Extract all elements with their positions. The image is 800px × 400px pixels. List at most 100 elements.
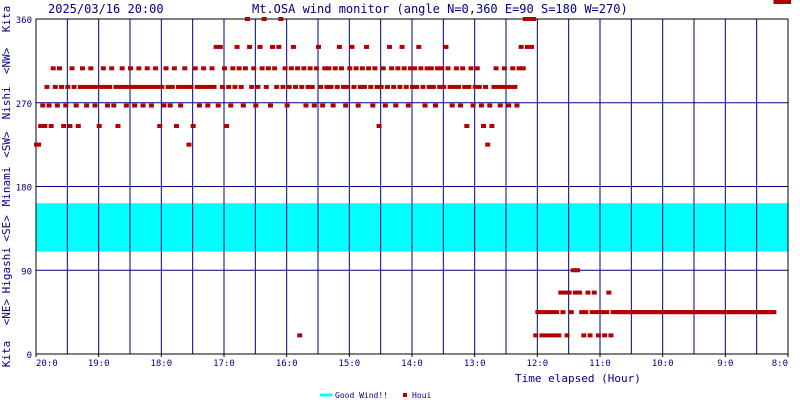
data-point — [79, 66, 85, 71]
data-point — [447, 84, 453, 89]
data-point — [526, 17, 532, 21]
data-point — [493, 66, 499, 71]
data-point — [144, 66, 150, 71]
data-point — [516, 66, 522, 71]
data-point — [240, 103, 246, 108]
data-point — [192, 66, 198, 71]
x-tick-label: 12:0 — [526, 359, 548, 369]
data-point — [391, 84, 397, 89]
x-tick-label: 13:0 — [464, 359, 486, 369]
data-point — [84, 103, 90, 108]
data-point — [128, 66, 133, 71]
data-point — [428, 66, 434, 71]
data-point — [203, 84, 209, 89]
data-point — [514, 103, 520, 108]
data-point — [38, 124, 44, 129]
data-point — [583, 310, 589, 315]
data-point — [533, 333, 539, 338]
x-tick-label: 11:0 — [589, 359, 611, 369]
data-point — [121, 84, 127, 89]
data-point — [487, 103, 493, 108]
data-point — [65, 84, 71, 89]
data-point — [213, 44, 219, 49]
x-tick-label: 17:0 — [213, 359, 235, 369]
data-point — [301, 66, 307, 71]
data-point — [201, 66, 207, 71]
data-point — [345, 84, 351, 89]
data-point — [483, 84, 489, 89]
data-point — [90, 84, 96, 89]
data-point — [351, 84, 357, 89]
data-point — [75, 124, 81, 129]
data-point — [449, 103, 455, 108]
legend-swatch-houi — [403, 393, 407, 397]
data-point — [161, 103, 167, 108]
data-point — [439, 66, 445, 71]
data-point — [113, 84, 119, 89]
data-point — [67, 124, 73, 129]
data-point — [424, 66, 430, 71]
data-point — [303, 103, 309, 108]
data-point — [499, 84, 505, 89]
data-point — [242, 66, 248, 71]
data-point — [190, 124, 196, 129]
data-point — [52, 84, 58, 89]
data-point — [276, 44, 282, 49]
data-point — [86, 84, 92, 89]
data-point — [219, 84, 225, 89]
data-point — [163, 66, 169, 71]
data-point — [506, 103, 512, 108]
data-point — [100, 66, 106, 71]
data-point — [455, 84, 461, 89]
data-point — [407, 66, 413, 71]
data-point — [589, 310, 595, 315]
data-point — [96, 124, 102, 129]
data-point — [537, 310, 543, 315]
data-point — [364, 44, 370, 49]
data-point — [485, 142, 491, 147]
data-point — [338, 66, 344, 71]
data-point — [380, 66, 386, 71]
data-point — [374, 84, 380, 89]
data-point — [318, 84, 324, 89]
data-point — [105, 103, 111, 108]
y-side-label: Higashi — [0, 247, 13, 293]
y-tick-label: 180 — [16, 184, 32, 194]
data-point — [414, 84, 420, 89]
data-point — [293, 84, 299, 89]
legend-label-good-wind: Good Wind!! — [335, 391, 388, 400]
data-point — [176, 84, 182, 89]
data-point — [297, 333, 303, 338]
data-point — [249, 84, 255, 89]
data-point — [453, 66, 459, 71]
data-point — [150, 84, 156, 89]
data-point — [510, 66, 516, 71]
data-point — [430, 84, 436, 89]
data-point — [556, 333, 562, 338]
data-point — [180, 84, 186, 89]
data-point — [330, 103, 336, 108]
data-point — [543, 333, 549, 338]
data-point — [600, 310, 606, 315]
data-point — [412, 66, 418, 71]
data-point — [125, 84, 131, 89]
data-point — [332, 66, 338, 71]
data-point — [541, 310, 547, 315]
data-point — [251, 66, 257, 71]
data-point — [366, 66, 372, 71]
data-point — [295, 66, 301, 71]
data-point — [196, 103, 202, 108]
data-point — [36, 142, 42, 147]
x-tick-label: 10:0 — [652, 359, 674, 369]
data-point — [59, 84, 65, 89]
data-point — [376, 124, 382, 129]
data-point — [786, 0, 791, 4]
data-point — [435, 66, 441, 71]
data-point — [441, 84, 447, 89]
data-point — [215, 103, 221, 108]
data-point — [420, 84, 426, 89]
data-point — [476, 84, 482, 89]
data-point — [384, 84, 390, 89]
